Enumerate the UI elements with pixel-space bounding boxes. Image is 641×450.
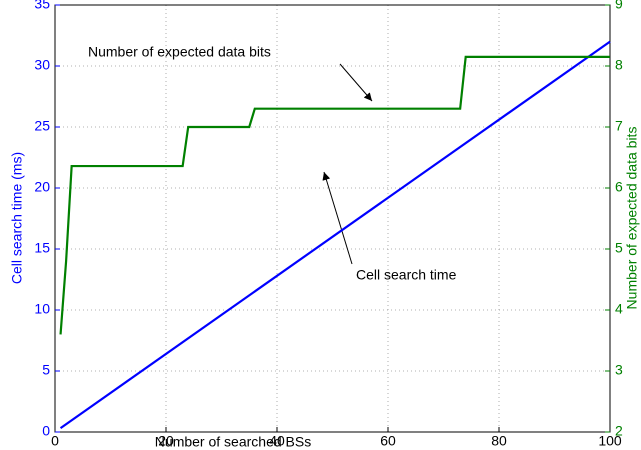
x-tick-label: 40 xyxy=(269,433,285,449)
y2-tick-label: 6 xyxy=(615,179,623,195)
plot-frame xyxy=(54,4,611,433)
x-tick-label: 80 xyxy=(491,433,507,449)
y-tick-label: 5 xyxy=(42,362,50,378)
x-tick-label: 20 xyxy=(158,433,174,449)
y-tick-label: 30 xyxy=(34,57,50,73)
x-tick-label: 0 xyxy=(51,433,59,449)
annotation: Cell search time xyxy=(356,267,457,283)
annotation: Number of expected data bits xyxy=(88,44,271,60)
y-tick-label: 10 xyxy=(34,301,50,317)
grid xyxy=(54,4,611,433)
annotation-arrow xyxy=(322,171,353,265)
y2-tick-label: 4 xyxy=(615,301,623,317)
y2-tick-label: 2 xyxy=(615,423,623,439)
y2-tick-label: 8 xyxy=(615,57,623,73)
y-tick-label: 35 xyxy=(34,0,50,12)
annotation-arrow xyxy=(339,63,373,102)
y-tick-label: 25 xyxy=(34,118,50,134)
y2-tick-label: 9 xyxy=(615,0,623,12)
y2-axis-label: Number of expected data bits xyxy=(624,127,640,310)
x-tick-label: 100 xyxy=(598,433,622,449)
y-tick-label: 0 xyxy=(42,423,50,439)
y2-tick-label: 5 xyxy=(615,240,623,256)
x-tick-label: 60 xyxy=(380,433,396,449)
y-tick-label: 15 xyxy=(34,240,50,256)
y-axis-label: Cell search time (ms) xyxy=(9,152,25,284)
line-series xyxy=(59,40,611,429)
y2-tick-label: 7 xyxy=(615,118,623,134)
y2-tick-label: 3 xyxy=(615,362,623,378)
line-series xyxy=(59,55,610,335)
x-axis-label: Number of searched BSs xyxy=(155,434,311,450)
y-tick-label: 20 xyxy=(34,179,50,195)
